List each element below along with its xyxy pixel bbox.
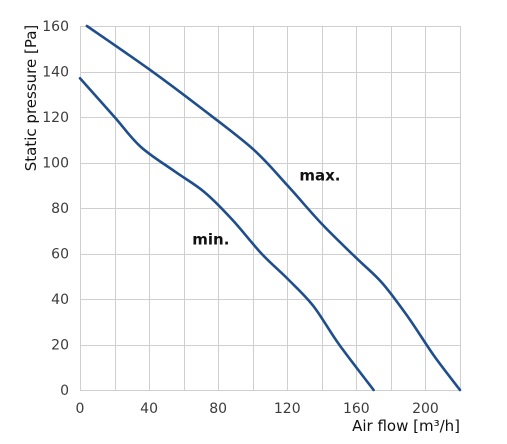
x-tick-label: 40 (140, 401, 158, 417)
series-labels: max. min. (192, 167, 340, 249)
y-axis-ticks: 0 20 40 60 80 100 120 140 160 (42, 19, 69, 399)
y-tick-label: 100 (42, 156, 69, 172)
y-axis-title: Static pressure [Pa] (22, 25, 40, 171)
y-tick-label: 0 (60, 383, 69, 399)
series-lines (78, 24, 462, 392)
series-label-min: min. (192, 230, 229, 248)
grid (80, 26, 461, 391)
y-tick-label: 120 (42, 110, 69, 126)
x-tick-label: 120 (274, 401, 301, 417)
x-tick-label: 0 (76, 401, 85, 417)
y-tick-label: 20 (51, 338, 69, 354)
y-tick-label: 80 (51, 201, 69, 217)
y-tick-label: 160 (42, 19, 69, 35)
x-tick-label: 200 (412, 401, 439, 417)
x-tick-label: 160 (343, 401, 370, 417)
y-tick-label: 40 (51, 292, 69, 308)
x-axis-title: Air flow [m³/h] (352, 417, 460, 435)
y-tick-label: 140 (42, 65, 69, 81)
series-line-max (85, 24, 462, 392)
series-label-max: max. (299, 167, 340, 185)
y-tick-label: 60 (51, 247, 69, 263)
x-tick-label: 80 (209, 401, 227, 417)
series-line-min (78, 77, 375, 392)
x-axis-ticks: 0 40 80 120 160 200 (76, 401, 439, 417)
